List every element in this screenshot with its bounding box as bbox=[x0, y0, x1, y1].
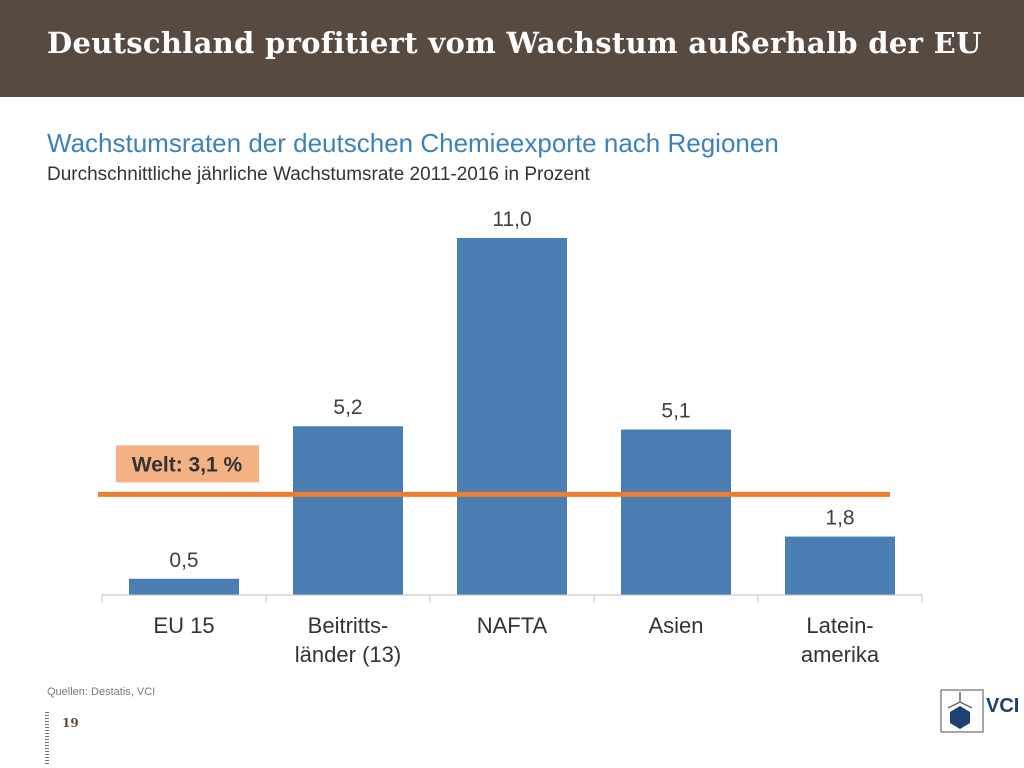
category-label: amerika bbox=[801, 642, 880, 667]
bar bbox=[129, 578, 239, 595]
category-label: länder (13) bbox=[295, 642, 401, 667]
bar bbox=[293, 426, 403, 595]
category-label: Asien bbox=[648, 613, 703, 638]
bar-chart: 0,5 EU 15 5,2 Beitritts-länder (13) 11,0 NAFT… bbox=[98, 208, 923, 667]
bar-value-label: 11,0 bbox=[492, 208, 531, 231]
bar-value-label: 0,5 bbox=[169, 549, 198, 572]
bar bbox=[457, 238, 567, 595]
chart-subtitle: Durchschnittliche jährliche Wachstumsrat… bbox=[47, 164, 590, 185]
bar bbox=[621, 429, 731, 595]
category-label: Latein- bbox=[806, 613, 873, 638]
chart-title: Wachstumsraten der deutschen Chemieexpor… bbox=[47, 128, 779, 158]
dotted-divider bbox=[45, 712, 49, 764]
bar-value-label: 5,1 bbox=[661, 399, 690, 422]
bar-value-label: 1,8 bbox=[825, 507, 854, 530]
vci-logo: VCI bbox=[940, 689, 1019, 733]
world-average-label: Welt: 3,1 % bbox=[132, 453, 243, 476]
source-note: Quellen: Destatis, VCI bbox=[47, 686, 156, 698]
category-label: EU 15 bbox=[153, 613, 214, 638]
logo-text: VCI bbox=[986, 695, 1019, 717]
bar bbox=[785, 536, 895, 595]
world-average-label-bg bbox=[116, 445, 259, 483]
page-number: 19 bbox=[62, 716, 79, 730]
slide-title: Deutschland profitiert vom Wachstum auße… bbox=[47, 26, 982, 60]
category-label: NAFTA bbox=[477, 613, 548, 638]
bar-value-label: 5,2 bbox=[333, 396, 362, 419]
header-bar: Deutschland profitiert vom Wachstum auße… bbox=[0, 0, 1024, 97]
category-label: Beitritts- bbox=[308, 613, 389, 638]
